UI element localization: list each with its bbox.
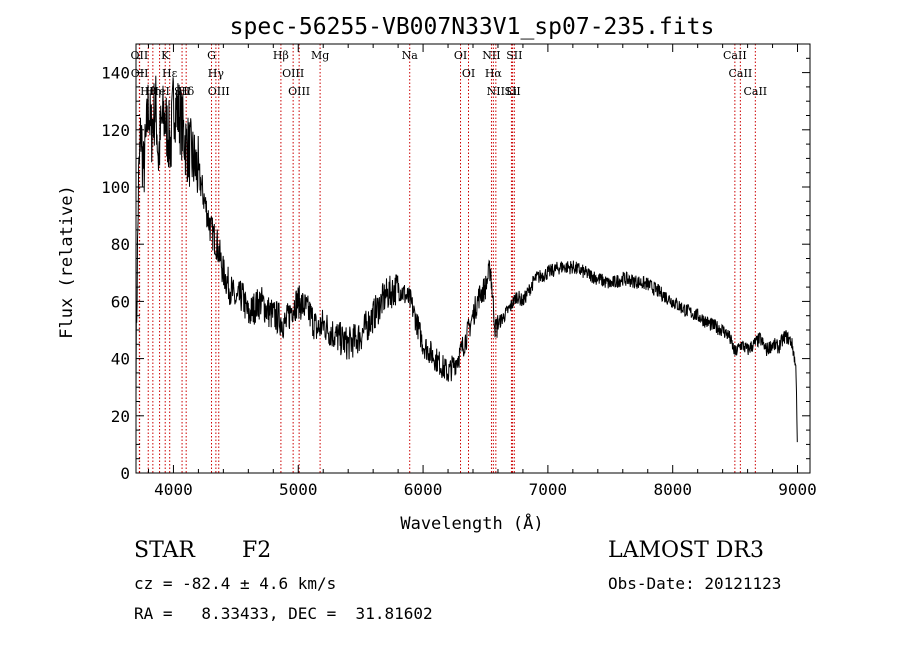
plot-frame — [135, 43, 811, 474]
y-axis-label: Flux (relative) — [57, 185, 77, 339]
line-label-19: Hα — [485, 67, 503, 80]
line-label-22: SII — [504, 85, 520, 98]
y-tick-label-7: 140 — [101, 64, 130, 83]
line-label-11: G — [207, 49, 216, 62]
line-label-26: CaII — [723, 49, 747, 62]
line-label-13: OIII — [288, 85, 310, 98]
line-label-24: SII — [506, 49, 522, 62]
line-label-15: Mg — [311, 49, 329, 62]
line-label-4: K — [161, 49, 170, 62]
spectrum-chart: spec-56255-VB007N33V1_sp07-235.fits OII O… — [57, 14, 817, 534]
x-tick-label-5: 9000 — [778, 480, 817, 499]
x-tick-label-4: 8000 — [653, 480, 692, 499]
y-tick-label-3: 60 — [111, 292, 130, 311]
spectral-subclass: F2 — [242, 538, 272, 563]
line-label-14: OIII — [282, 67, 304, 80]
y-tick-label-6: 120 — [101, 121, 130, 140]
line-label-17: OI — [454, 49, 467, 62]
line-label-6: Hε — [162, 67, 178, 80]
redshift-text: cz = -82.4 ± 4.6 km/s — [134, 574, 337, 593]
y-tick-label-5: 100 — [101, 178, 130, 197]
x-axis-label: Wavelength (Å) — [400, 512, 543, 534]
y-tick-label-0: 0 — [120, 464, 130, 483]
line-label-25: CaII — [729, 67, 753, 80]
line-label-3: Hη — [145, 85, 161, 98]
line-label-9: OIII — [208, 85, 230, 98]
y-tick-label-2: 40 — [111, 350, 130, 369]
y-tick-label-1: 20 — [111, 407, 130, 426]
line-label-8: Hδ — [178, 85, 195, 98]
obs-date-text: Obs-Date: 20121123 — [608, 574, 782, 593]
line-label-20: NII — [482, 49, 500, 62]
line-label-18: OI — [462, 67, 475, 80]
object-class: STAR — [134, 538, 195, 563]
line-label-1: OII — [131, 49, 149, 62]
plot-area: OIIOIIHθHηHeIKHεSIIHδGHγOIIIHβOIIIOIIIMg… — [101, 43, 817, 499]
survey-name: LAMOST DR3 — [608, 538, 764, 563]
line-label-12: Hβ — [273, 49, 289, 62]
line-label-5: HeI — [149, 85, 169, 98]
y-tick-label-4: 80 — [111, 235, 130, 254]
spectrum-line — [135, 75, 798, 443]
x-tick-label-1: 5000 — [279, 480, 318, 499]
x-tick-label-0: 4000 — [154, 480, 193, 499]
line-label-2: OII — [131, 67, 149, 80]
chart-title: spec-56255-VB007N33V1_sp07-235.fits — [230, 14, 715, 40]
coordinates-text: RA = 8.33433, DEC = 31.81602 — [134, 604, 433, 623]
line-label-27: CaII — [743, 85, 767, 98]
line-label-23: Li — [506, 85, 517, 98]
line-label-10: Hγ — [208, 67, 225, 80]
line-label-16: Na — [402, 49, 419, 62]
line-label-21: NII — [487, 85, 505, 98]
x-tick-label-2: 6000 — [404, 480, 443, 499]
x-tick-label-3: 7000 — [529, 480, 568, 499]
